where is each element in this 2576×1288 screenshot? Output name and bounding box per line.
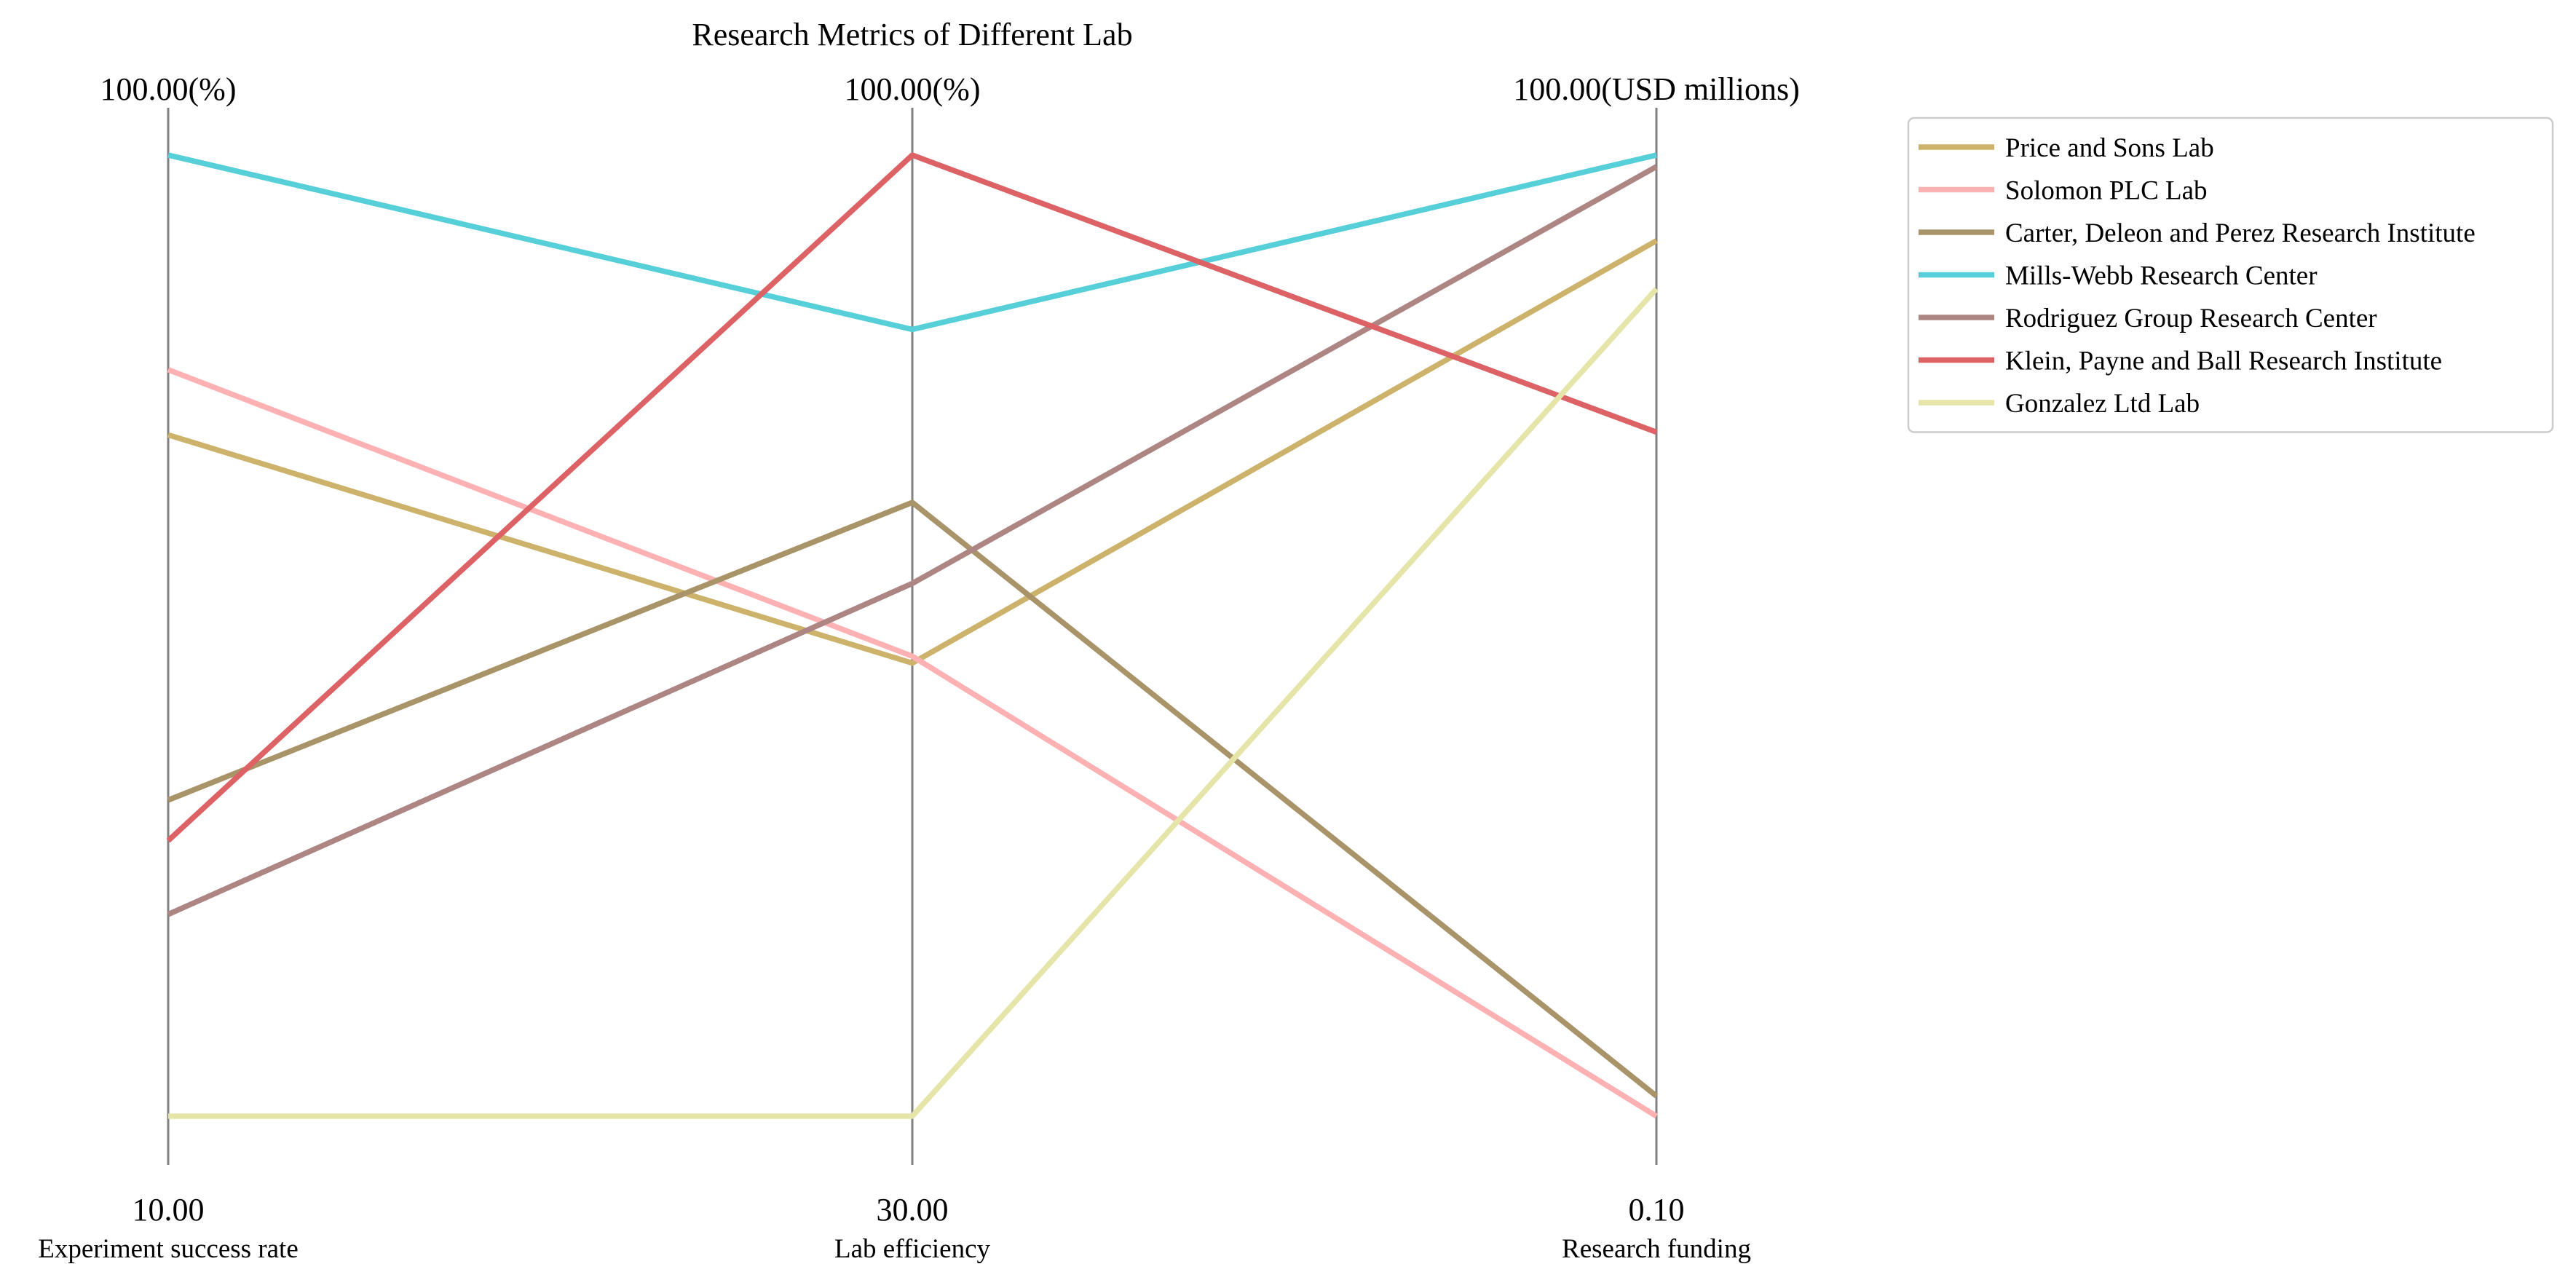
- axis-min-label: 30.00: [877, 1192, 949, 1228]
- legend-item: Gonzalez Ltd Lab: [1919, 389, 2200, 419]
- legend-item: Solomon PLC Lab: [1919, 176, 2208, 206]
- legend-item: Carter, Deleon and Perez Research Instit…: [1919, 218, 2476, 248]
- legend-label: Solomon PLC Lab: [2005, 176, 2208, 206]
- axis-0: 100.00(%) 10.00 Experiment success rate: [38, 71, 299, 1264]
- legend-label: Rodriguez Group Research Center: [2005, 304, 2377, 333]
- chart-title: Research Metrics of Different Lab: [692, 17, 1132, 52]
- axis-label: Experiment success rate: [38, 1234, 299, 1264]
- axis-min-label: 10.00: [133, 1192, 205, 1228]
- axis-max-label: 100.00(%): [845, 71, 981, 107]
- axis-max-label: 100.00(USD millions): [1513, 71, 1800, 107]
- legend-item: Klein, Payne and Ball Research Institute: [1919, 347, 2442, 376]
- legend-label: Mills-Webb Research Center: [2005, 261, 2318, 291]
- axis-min-label: 0.10: [1629, 1192, 1685, 1228]
- legend-label: Price and Sons Lab: [2005, 133, 2214, 163]
- legend: Price and Sons Lab Solomon PLC Lab Carter,…: [1907, 116, 2554, 433]
- axis-max-label: 100.00(%): [100, 71, 237, 107]
- legend-item: Mills-Webb Research Center: [1919, 261, 2318, 291]
- legend-label: Carter, Deleon and Perez Research Instit…: [2005, 218, 2476, 248]
- legend-box: [1907, 116, 2554, 433]
- series-line-0: [167, 238, 1658, 666]
- series-layer: [166, 152, 1659, 1119]
- series-line-3: [167, 152, 1657, 333]
- series-line-5: [166, 152, 1658, 843]
- axis-2: 100.00(USD millions) 0.10 Research funding: [1513, 71, 1800, 1264]
- legend-label: Klein, Payne and Ball Research Institute: [2005, 347, 2442, 376]
- series-line-4: [167, 164, 1658, 917]
- legend-item: Rodriguez Group Research Center: [1919, 304, 2377, 333]
- series-line-1: [167, 367, 1658, 1119]
- axis-label: Research funding: [1562, 1234, 1751, 1264]
- axis-1: 100.00(%) 30.00 Lab efficiency: [834, 71, 990, 1264]
- axis-label: Lab efficiency: [834, 1234, 990, 1264]
- series-line-2: [167, 499, 1659, 1099]
- series-line-6: [168, 287, 1659, 1119]
- legend-label: Gonzalez Ltd Lab: [2005, 389, 2200, 419]
- legend-item: Price and Sons Lab: [1919, 133, 2214, 163]
